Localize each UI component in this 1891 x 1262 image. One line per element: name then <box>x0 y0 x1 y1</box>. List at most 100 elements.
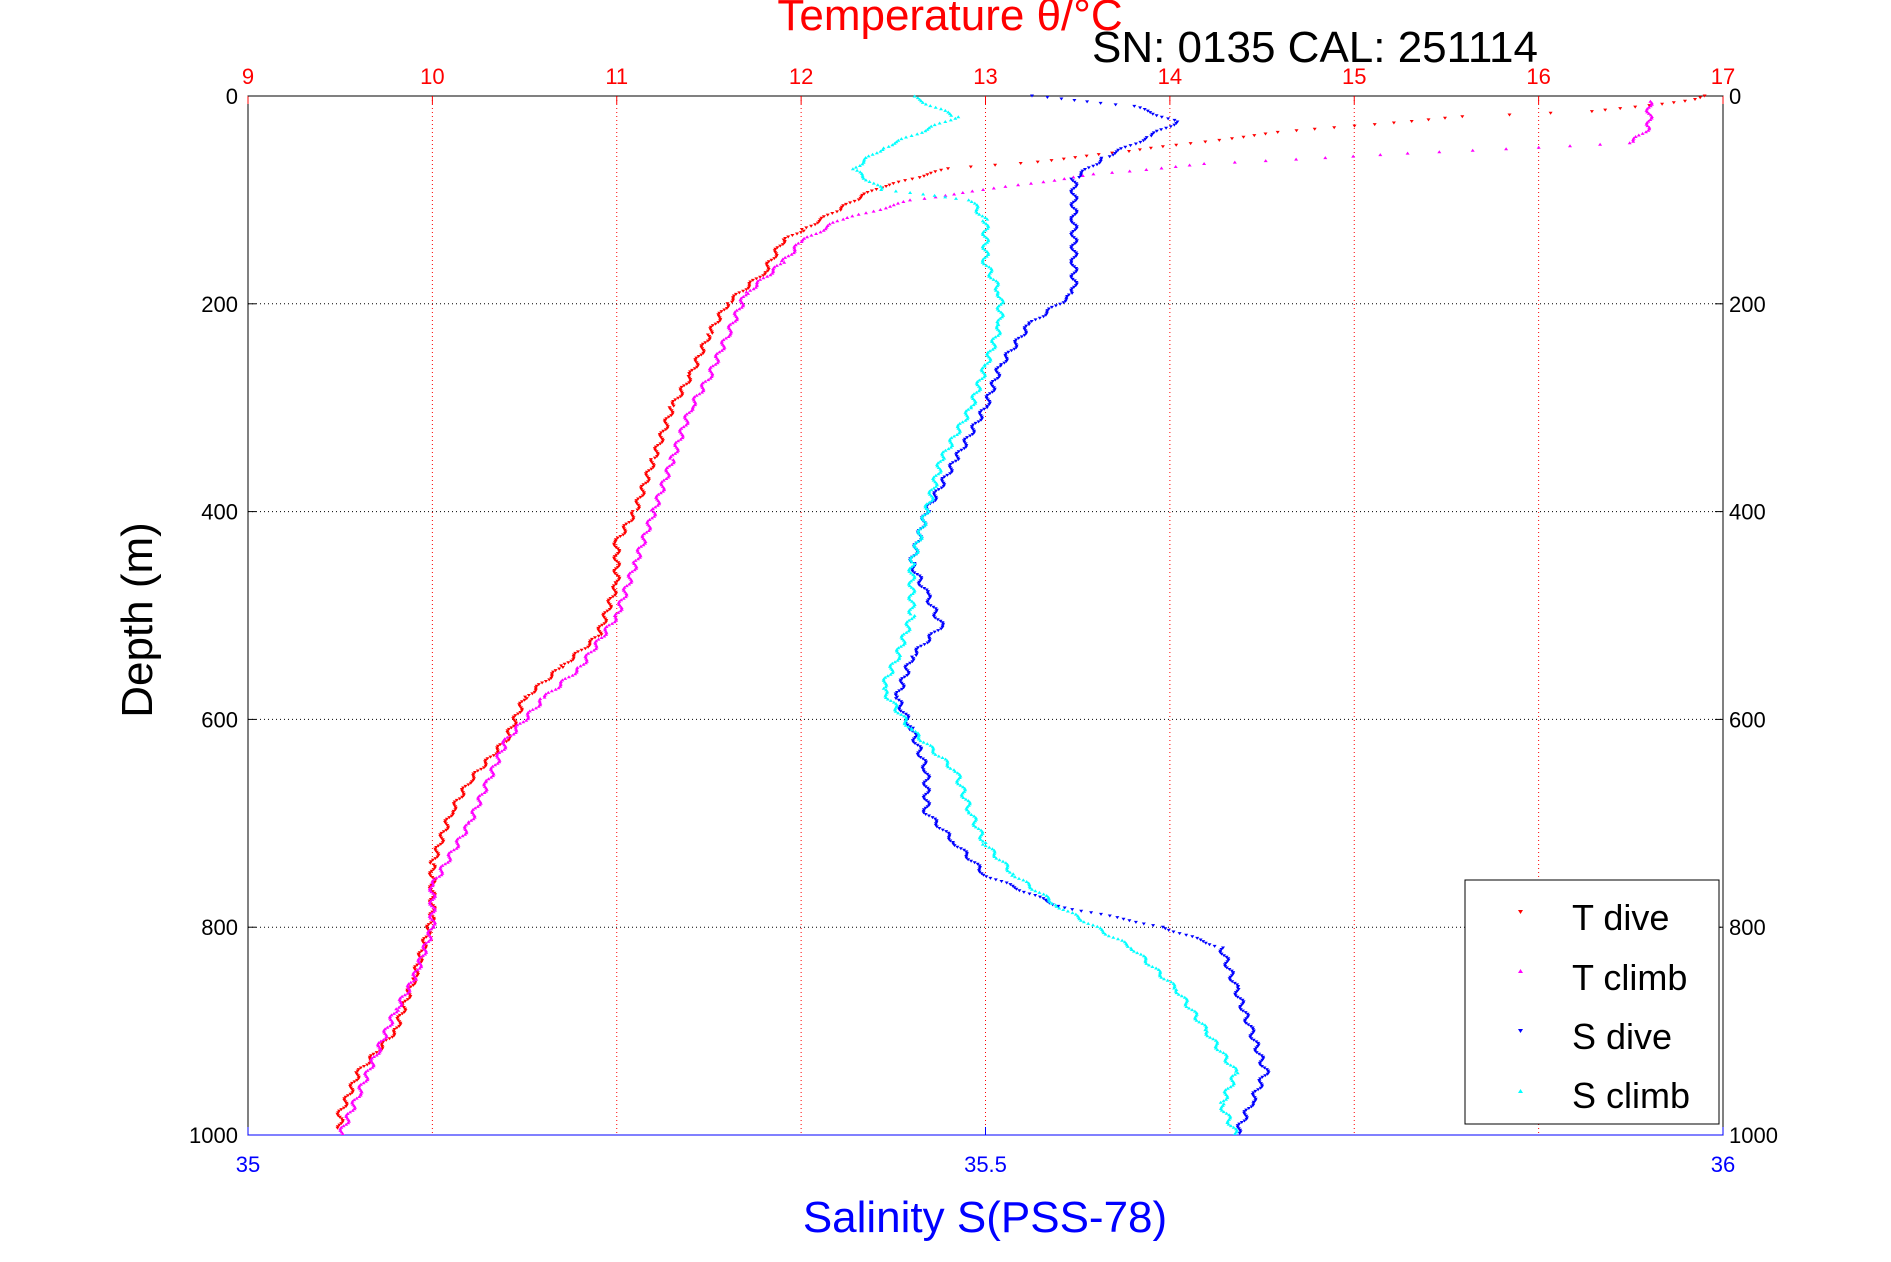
data-point <box>694 393 699 397</box>
data-point <box>984 263 989 267</box>
data-point <box>426 923 431 927</box>
data-point <box>713 353 718 357</box>
data-point <box>472 814 477 818</box>
data-point <box>695 362 700 366</box>
data-point <box>1225 960 1230 964</box>
data-point <box>1070 908 1075 912</box>
data-point <box>818 218 823 222</box>
data-point <box>866 154 871 158</box>
data-point <box>415 974 420 978</box>
data-point <box>981 233 985 236</box>
data-point <box>1238 1008 1243 1012</box>
data-point <box>573 672 578 676</box>
data-point <box>920 514 925 518</box>
data-point <box>939 486 944 490</box>
data-point <box>447 859 452 863</box>
data-point <box>980 839 985 843</box>
legend-label-t-dive: T dive <box>1572 897 1669 938</box>
data-point <box>637 505 642 509</box>
data-point <box>441 830 446 834</box>
data-point <box>395 1017 400 1020</box>
data-point <box>959 448 964 452</box>
data-point <box>923 129 928 133</box>
data-point <box>901 711 906 715</box>
data-point <box>430 918 435 921</box>
data-point <box>637 555 642 559</box>
data-point <box>1005 866 1010 869</box>
data-point <box>1263 159 1268 163</box>
data-point <box>888 663 893 667</box>
data-point <box>985 217 990 221</box>
data-point <box>771 267 776 270</box>
data-point <box>1230 980 1235 984</box>
data-point <box>604 632 609 636</box>
data-point <box>426 939 431 943</box>
data-point <box>1244 1114 1249 1118</box>
data-point <box>363 1079 368 1083</box>
data-point <box>457 797 462 801</box>
data-point <box>982 372 987 376</box>
data-point <box>928 171 933 175</box>
data-point <box>452 803 457 807</box>
data-point <box>939 478 944 482</box>
data-point <box>908 598 913 602</box>
data-point <box>940 458 945 462</box>
data-point <box>716 321 721 324</box>
data-point <box>927 126 932 130</box>
data-point <box>1072 242 1077 246</box>
data-point <box>392 1011 396 1015</box>
data-point <box>769 258 774 262</box>
data-point <box>1225 1054 1229 1058</box>
data-point <box>378 1039 383 1043</box>
data-point <box>1294 157 1299 161</box>
data-point <box>920 518 925 521</box>
data-point <box>933 752 938 756</box>
data-point <box>357 1084 362 1088</box>
series-s-climb <box>850 94 1240 1135</box>
data-point <box>925 641 930 645</box>
data-point <box>953 116 958 120</box>
data-point <box>1014 887 1019 891</box>
data-point <box>952 844 957 848</box>
data-point <box>1244 1021 1248 1025</box>
data-point <box>1207 943 1212 947</box>
data-point <box>930 495 935 499</box>
data-point <box>945 759 950 763</box>
data-point <box>428 916 433 920</box>
data-point <box>1229 1075 1234 1079</box>
data-point <box>1069 276 1074 280</box>
data-point <box>348 1110 353 1114</box>
data-point <box>1145 109 1150 113</box>
data-point <box>821 228 826 232</box>
data-point <box>703 341 708 345</box>
data-point <box>878 149 883 153</box>
data-point <box>746 291 751 295</box>
data-point <box>383 1036 388 1040</box>
data-point <box>879 188 884 191</box>
data-point <box>1005 862 1010 866</box>
data-point <box>434 846 439 849</box>
data-point <box>337 1109 342 1113</box>
data-point <box>537 698 542 702</box>
data-point <box>977 864 982 868</box>
data-point <box>965 436 970 440</box>
data-point <box>1254 1046 1259 1050</box>
data-point <box>425 930 430 934</box>
data-point <box>1065 295 1070 298</box>
data-point <box>1198 938 1203 942</box>
data-point <box>524 718 529 722</box>
data-point <box>925 742 930 746</box>
data-point <box>649 508 654 512</box>
data-point <box>1158 971 1163 975</box>
data-point <box>940 480 945 484</box>
data-point <box>1219 948 1224 951</box>
data-point <box>734 292 738 296</box>
data-point <box>1074 240 1079 244</box>
data-point <box>996 372 1001 376</box>
data-point <box>716 313 721 317</box>
data-point <box>990 390 995 394</box>
data-point <box>895 650 900 654</box>
data-point <box>1021 890 1026 894</box>
data-point <box>905 674 910 677</box>
data-point <box>1030 94 1034 98</box>
